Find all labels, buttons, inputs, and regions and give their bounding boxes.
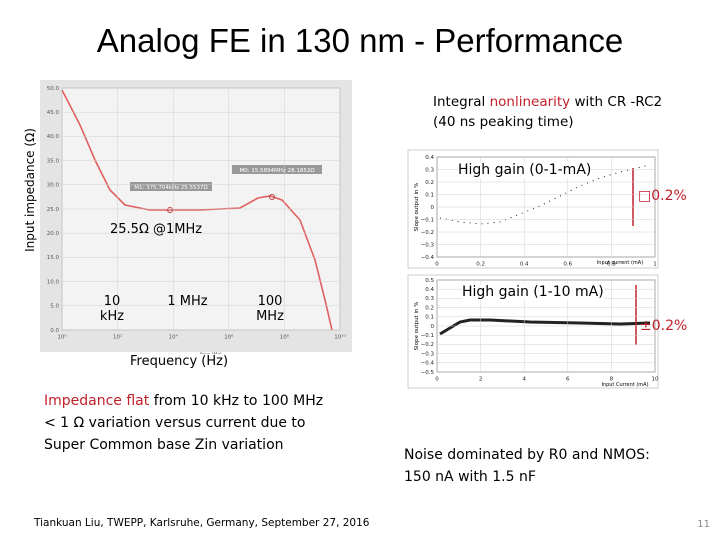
marker-box: [130, 182, 212, 191]
y-tick-label: 0: [431, 205, 435, 211]
marker-box: [232, 165, 322, 174]
y-tick-label: 0.2: [425, 305, 434, 311]
marker-label: M1: 375.704kHz 25.5537Ω: [134, 185, 208, 191]
x-tick-label: 0: [435, 262, 439, 268]
text: with CR -RC2 (40 ns peaking time): [433, 94, 663, 130]
x-tick-label: 1: [653, 262, 657, 268]
x-tick-label: 10⁸: [280, 334, 290, 341]
text: nonlinearity: [489, 94, 571, 110]
note-line: Super Common base Zin variation: [44, 437, 284, 453]
x-tick-label: 10⁶: [224, 334, 234, 341]
x-tick-label: 0.6: [563, 262, 572, 268]
y-tick-label: 25.0: [47, 207, 60, 213]
x-tick-label: 10²: [113, 334, 122, 341]
footer-citation: Tiankuan Liu, TWEPP, Karlsruhe, Germany,…: [34, 517, 370, 529]
x-tick-label: 0: [435, 377, 439, 383]
slide-title: Analog FE in 130 nm - Performance: [96, 22, 624, 59]
note-line: Noise dominated by R0 and NMOS:: [404, 447, 650, 463]
y-tick-label: 0.3: [425, 296, 434, 302]
text: from 10 kHz to 100 MHz: [149, 393, 324, 409]
note-line: < 1 Ω variation versus current due to: [44, 415, 306, 431]
y-tick-label: 20.0: [47, 231, 60, 237]
y-tick-label: 15.0: [47, 255, 60, 261]
x-tick-label: 10⁴: [169, 334, 179, 341]
annotation: 25.5Ω @1MHz: [110, 222, 203, 237]
y-tick-label: 45.0: [47, 110, 60, 116]
impedance-curve: [61, 89, 333, 331]
y-axis-label: Slope output in %: [414, 183, 420, 232]
y-tick-label: 5.0: [50, 304, 59, 310]
y-tick-label: 0.5: [425, 278, 434, 284]
y-tick-label: −0.1: [421, 333, 434, 339]
x-tick-label: 8: [610, 377, 614, 383]
y-tick-label: −0.3: [421, 242, 435, 248]
page-number: 11: [697, 519, 710, 530]
x-tick-label: 4: [522, 377, 526, 383]
text: Integral: [433, 94, 490, 110]
text: Impedance flat: [44, 393, 150, 409]
y-axis-label: Slope output in %: [414, 302, 420, 351]
range-label: ±0.2%: [640, 318, 688, 334]
noise-note: Noise dominated by R0 and NMOS: 150 nA w…: [404, 444, 650, 488]
y-tick-label: −0.1: [421, 217, 434, 223]
x-tick-label: 0.8: [607, 262, 616, 268]
x-axis-label: Input Current (mA): [601, 382, 648, 388]
x-tick-label: 10: [652, 377, 659, 383]
marker-label: M0: 15.5894MHz 28.1852Ω: [239, 168, 314, 174]
x-tick-label: 0.4: [520, 262, 529, 268]
y-tick-label: 0: [431, 324, 435, 330]
y-tick-label: −0.2: [421, 230, 434, 236]
y-tick-label: −0.4: [421, 361, 435, 367]
freq-label: 100 MHz: [256, 294, 284, 324]
y-tick-label: 0.1: [425, 315, 434, 321]
freq-label: 10 kHz: [99, 294, 125, 324]
freq-label: 1 MHz: [167, 294, 208, 309]
notes: Impedance flat from 10 kHz to 100 MHz < …: [44, 390, 323, 456]
y-tick-label: −0.5: [421, 370, 435, 376]
y-tick-label: −0.3: [421, 351, 435, 357]
marker-point: [269, 194, 275, 200]
plot-label: High gain (0-1-mA): [458, 162, 592, 178]
y-tick-label: −0.2: [421, 342, 434, 348]
x-tick-label: 6: [566, 377, 570, 383]
x-axis-label: Input current (mA): [597, 260, 643, 266]
y-tick-label: 10.0: [47, 279, 60, 285]
note-line: Impedance flat from 10 kHz to 100 MHz: [44, 390, 323, 412]
y-tick-label: 0.0: [50, 328, 59, 334]
y-tick-label: 35.0: [47, 158, 60, 164]
x-tick-label: 0.2: [476, 262, 485, 268]
y-tick-label: 0.1: [425, 192, 434, 198]
plot-label: High gain (1-10 mA): [462, 284, 604, 300]
y-axis-label: Input impedance (Ω): [23, 128, 37, 252]
linearity-heading: Integral nonlinearity with CR -RC2 (40 n…: [433, 92, 663, 132]
range-label: □0.2%: [638, 188, 687, 204]
x-tick-label: 10⁰: [57, 334, 67, 341]
y-tick-label: 0.2: [425, 180, 434, 186]
y-tick-label: 0.4: [425, 287, 434, 293]
x-tick-label: 2: [479, 377, 483, 383]
y-tick-label: 30.0: [47, 183, 60, 189]
note-line: 150 nA with 1.5 nF: [404, 469, 536, 485]
y-tick-label: 0.3: [425, 167, 434, 173]
y-tick-label: 50.0: [47, 86, 60, 92]
y-tick-label: 0.4: [425, 155, 434, 161]
x-axis-label: Frequency (Hz): [130, 354, 229, 369]
marker-point: [167, 207, 173, 213]
x-tick-label: 10¹⁰: [334, 334, 346, 341]
y-tick-label: −0.4: [421, 255, 435, 261]
y-tick-label: 40.0: [47, 134, 60, 140]
